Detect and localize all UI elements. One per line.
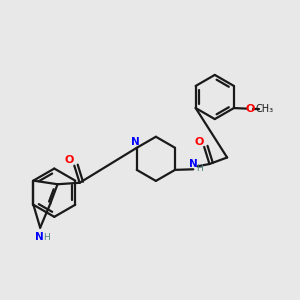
Text: H: H <box>43 232 50 242</box>
Text: N: N <box>190 159 198 169</box>
Text: CH₃: CH₃ <box>256 103 274 114</box>
Text: O: O <box>246 103 255 114</box>
Text: H: H <box>196 164 203 172</box>
Text: O: O <box>65 155 74 165</box>
Text: O: O <box>195 136 204 147</box>
Text: N: N <box>34 232 43 242</box>
Text: N: N <box>131 137 140 148</box>
